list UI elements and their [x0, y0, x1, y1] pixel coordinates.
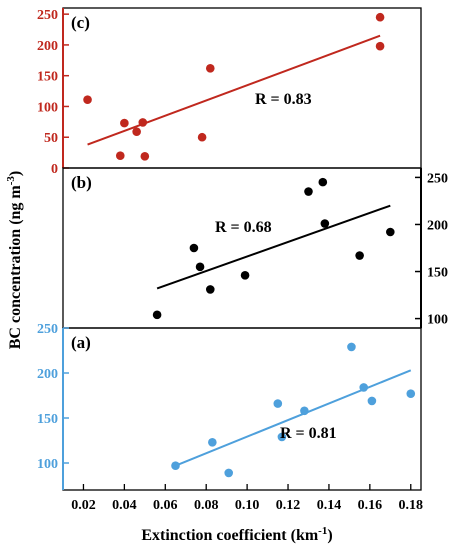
- data-point: [318, 177, 328, 187]
- data-point: [138, 118, 148, 127]
- fit-line: [87, 34, 381, 146]
- y-tick-label: 100: [37, 100, 58, 115]
- data-point: [347, 342, 356, 352]
- x-tick-label: 0.10: [235, 498, 260, 513]
- data-point: [355, 251, 364, 260]
- x-tick-label: 0.06: [153, 498, 178, 513]
- data-point: [406, 389, 416, 399]
- panel-c: 0 50 100 150 200 250 (c) R = 0.83: [37, 7, 422, 177]
- data-point: [367, 396, 377, 406]
- x-tick-label: 0.12: [276, 498, 301, 513]
- panels-group: 0 50 100 150 200 250 (c) R = 0.83 100 150 200 250 (b…: [37, 7, 448, 491]
- data-point: [195, 262, 205, 272]
- data-point: [189, 243, 199, 253]
- y-tick-label: 200: [37, 39, 58, 54]
- y-tick-label: 250: [427, 171, 448, 186]
- data-point: [115, 151, 125, 160]
- x-axis: 0.02 0.04 0.06 0.08 0.10 0.12 0.14 0.16 0.18: [71, 484, 423, 513]
- panel-label: (a): [71, 333, 91, 352]
- panel-a: 100 150 200 250 (a) R = 0.81: [37, 322, 422, 491]
- correlation-label: R = 0.81: [280, 425, 337, 442]
- data-point: [386, 227, 395, 237]
- data-point: [240, 270, 250, 280]
- x-tick-label: 0.02: [71, 498, 96, 513]
- panel-frame: [62, 167, 422, 329]
- data-point: [224, 468, 234, 478]
- x-tick-label: 0.16: [358, 498, 383, 513]
- data-point: [152, 310, 162, 320]
- data-point: [273, 399, 283, 408]
- y-tick-label: 250: [37, 322, 58, 337]
- panel-label: (b): [71, 173, 92, 192]
- y-tick-label: 200: [37, 367, 58, 382]
- x-axis-title: Extinction coefficient (km-1): [141, 525, 332, 544]
- x-tick-label: 0.04: [112, 498, 137, 513]
- x-tick-label: 0.18: [399, 498, 424, 513]
- panel-frame: [62, 327, 422, 491]
- fit-line: [175, 369, 412, 467]
- data-point: [277, 432, 287, 442]
- data-point: [197, 132, 207, 142]
- panel-b: 100 150 200 250 (b) R = 0.68: [62, 167, 448, 329]
- y-tick-label: 150: [37, 70, 58, 85]
- data-point: [171, 461, 180, 471]
- data-point: [359, 383, 369, 392]
- y-tick-label: 100: [37, 457, 58, 472]
- y-tick-label: 100: [427, 313, 448, 328]
- data-point: [375, 12, 385, 22]
- data-point: [208, 438, 217, 447]
- fit-line: [156, 204, 391, 290]
- data-point: [300, 406, 309, 416]
- y-tick-label: 0: [51, 162, 58, 177]
- data-point: [120, 118, 129, 128]
- y-tick-label: 200: [427, 218, 448, 233]
- y-tick-label: 50: [44, 131, 58, 146]
- data-point: [375, 41, 385, 51]
- data-point: [205, 64, 215, 73]
- panel-label: (c): [71, 13, 90, 32]
- data-point: [320, 219, 330, 228]
- y-tick-label: 150: [37, 412, 58, 427]
- x-tick-label: 0.08: [194, 498, 219, 513]
- data-point: [132, 127, 141, 136]
- data-point: [304, 187, 313, 196]
- correlation-label: R = 0.83: [255, 91, 312, 108]
- data-point: [83, 95, 92, 104]
- data-point: [140, 152, 150, 161]
- y-tick-label: 150: [427, 266, 448, 281]
- y-tick-label: 250: [37, 8, 58, 23]
- y-axis-title: BC concentration (ng m-3): [5, 171, 24, 349]
- x-tick-label: 0.14: [317, 498, 342, 513]
- correlation-label: R = 0.68: [215, 219, 272, 236]
- data-point: [205, 285, 215, 294]
